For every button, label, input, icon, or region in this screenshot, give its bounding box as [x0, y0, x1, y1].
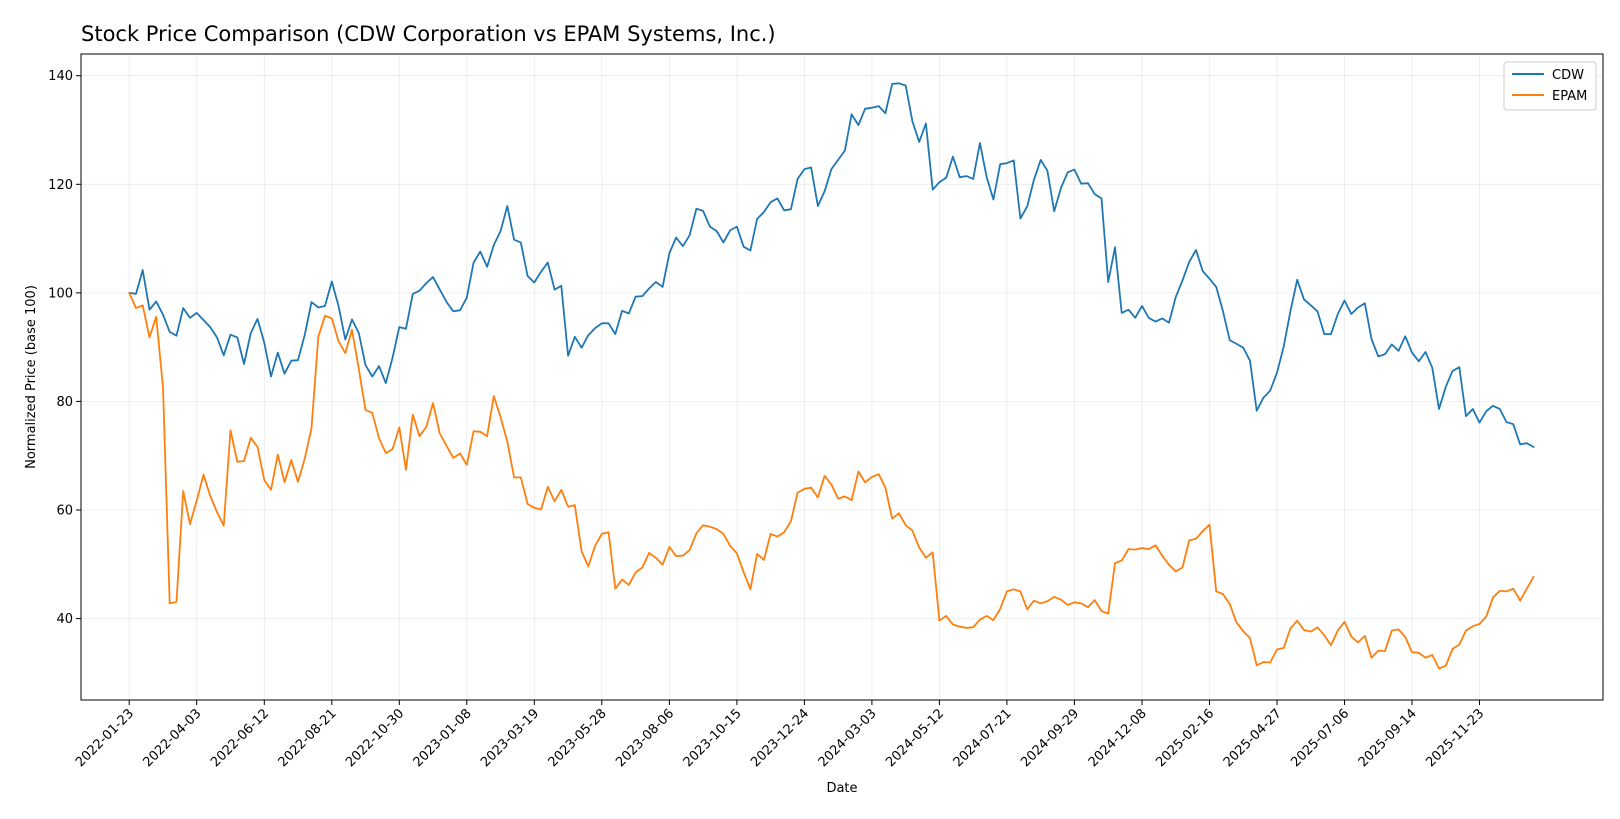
legend: CDW EPAM: [1503, 61, 1597, 111]
y-axis-label: Normalized Price (base 100): [24, 285, 39, 469]
y-tick-label: 100: [48, 286, 73, 301]
y-tick-label: 120: [48, 178, 73, 193]
y-tick-label: 80: [56, 395, 73, 410]
series-line-epam: [128, 291, 1535, 670]
y-tick-label: 140: [48, 69, 73, 84]
y-tick-label: 60: [56, 504, 73, 519]
legend-label-cdw: CDW: [1552, 68, 1584, 83]
y-tick-label: 40: [56, 612, 73, 627]
chart-title: Stock Price Comparison (CDW Corporation …: [81, 22, 776, 46]
y-axis: 40 60 80 100 120 140: [48, 69, 81, 627]
plot-frame: [80, 53, 1604, 701]
x-axis-label: Date: [826, 781, 857, 796]
series-line-cdw: [128, 82, 1535, 448]
series-lines: [128, 82, 1535, 670]
legend-label-epam: EPAM: [1552, 89, 1587, 104]
